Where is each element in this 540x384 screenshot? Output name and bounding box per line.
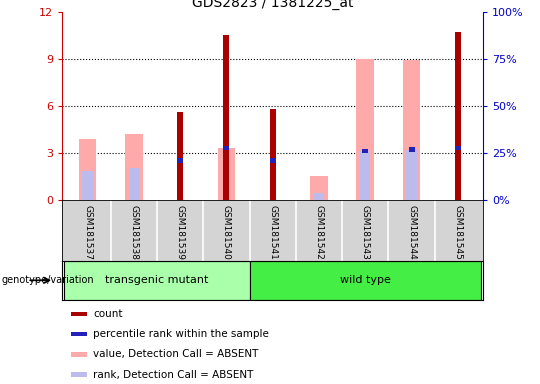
Bar [455, 146, 461, 150]
Title: GDS2823 / 1381225_at: GDS2823 / 1381225_at [192, 0, 354, 10]
Bar [362, 149, 368, 153]
Bar [177, 112, 183, 200]
Bar [83, 172, 93, 200]
Text: rank, Detection Call = ABSENT: rank, Detection Call = ABSENT [93, 369, 253, 379]
Text: genotype/variation: genotype/variation [1, 275, 94, 285]
Text: GSM181539: GSM181539 [176, 205, 185, 260]
Bar [224, 35, 230, 200]
Bar [177, 158, 183, 163]
Text: GSM181538: GSM181538 [130, 205, 138, 260]
Bar [125, 134, 143, 200]
Bar [71, 372, 87, 377]
Bar [314, 194, 324, 200]
Text: GSM181540: GSM181540 [222, 205, 231, 260]
Bar [455, 32, 461, 200]
Bar [407, 149, 417, 200]
Bar [71, 332, 87, 336]
Text: GSM181537: GSM181537 [83, 205, 92, 260]
Text: GSM181541: GSM181541 [268, 205, 277, 260]
Text: value, Detection Call = ABSENT: value, Detection Call = ABSENT [93, 349, 259, 359]
Bar [356, 59, 374, 200]
Text: count: count [93, 309, 123, 319]
Bar [269, 109, 276, 200]
Text: GSM181544: GSM181544 [407, 205, 416, 259]
Text: GSM181543: GSM181543 [361, 205, 370, 260]
Bar [409, 147, 415, 152]
Bar [71, 312, 87, 316]
Text: GSM181545: GSM181545 [454, 205, 462, 260]
Text: GSM181542: GSM181542 [314, 205, 323, 259]
Bar [224, 146, 230, 150]
Bar [310, 176, 328, 200]
Bar [249, 261, 481, 300]
Bar [360, 151, 370, 200]
Bar [79, 139, 96, 200]
Bar [218, 148, 235, 200]
Bar [403, 60, 420, 200]
Text: wild type: wild type [340, 275, 391, 285]
Bar [129, 168, 139, 200]
Text: transgenic mutant: transgenic mutant [105, 275, 208, 285]
Bar [269, 158, 276, 163]
Bar [71, 352, 87, 357]
Text: percentile rank within the sample: percentile rank within the sample [93, 329, 269, 339]
Bar [64, 261, 249, 300]
